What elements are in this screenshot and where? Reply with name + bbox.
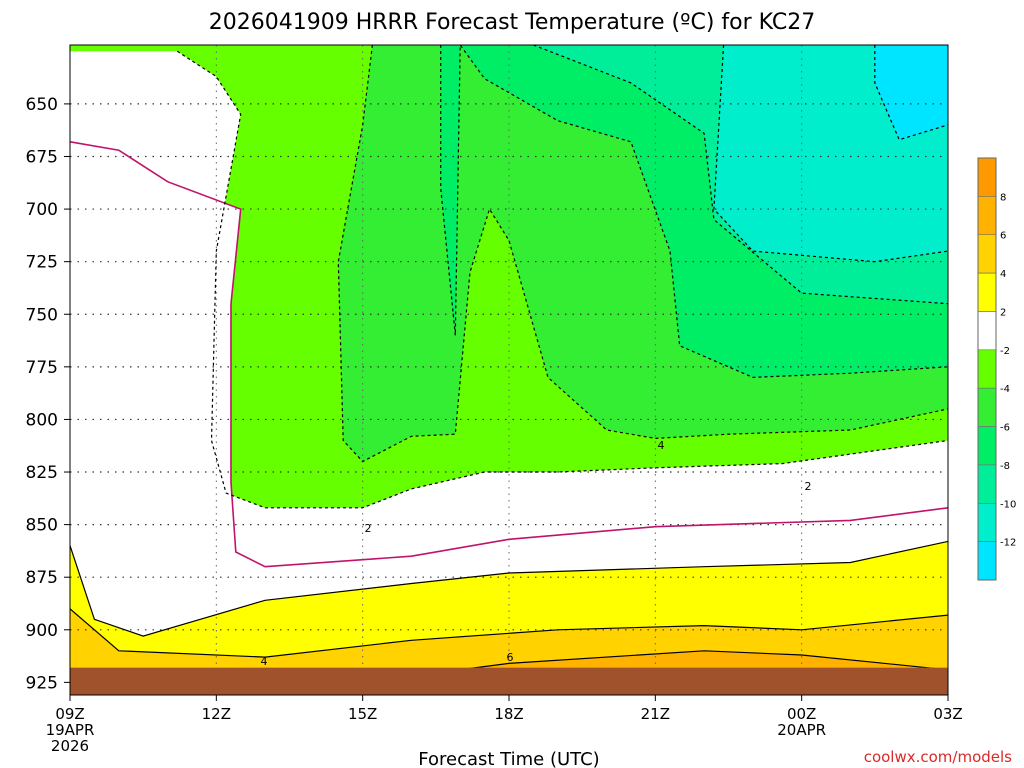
y-tick-label-875: 875: [26, 568, 58, 588]
contour-label-2: 2: [365, 522, 372, 535]
x-tick-label-15-1: 20APR: [777, 721, 826, 739]
contour--12: [874, 45, 948, 141]
x-tick-label-0-2: 2026: [51, 737, 89, 755]
colorbar-band--8: [977, 426, 997, 466]
colorbar-label-7: -8: [1000, 461, 1010, 472]
colorbar-band--14: [977, 541, 997, 581]
colorbar-label-4: -2: [1000, 346, 1010, 357]
y-tick-label-650: 650: [26, 95, 58, 115]
y-tick-label-750: 750: [26, 305, 58, 325]
y-tick-label-775: 775: [26, 358, 58, 378]
contour--10: [713, 45, 948, 263]
colorbar-band-6: [977, 196, 997, 235]
contour-label-minus2: 2: [805, 480, 812, 493]
y-tick-label-825: 825: [26, 463, 58, 483]
colorbar-label-6: -6: [1000, 423, 1010, 434]
colorbar-label-2: 4: [1000, 269, 1006, 280]
colorbar-band--2: [977, 311, 997, 351]
x-tick-label-0-1: 19APR: [46, 721, 95, 739]
colorbar-band-2: [977, 272, 997, 312]
colorbar-band-4: [977, 234, 997, 274]
x-tick-label-15-0: 00Z: [787, 705, 816, 723]
colorbar-label-3: 2: [1000, 307, 1006, 318]
x-tick-label-9-0: 18Z: [494, 705, 523, 723]
contour-label-minus4: 4: [658, 439, 665, 452]
contour-label-4: 4: [261, 655, 268, 668]
y-tick-label-850: 850: [26, 516, 58, 536]
ground-surface: [70, 667, 948, 695]
contour--8: [533, 45, 948, 305]
x-tick-label-3-0: 12Z: [202, 705, 231, 723]
x-tick-label-18-0: 03Z: [933, 705, 962, 723]
chart-title: 2026041909 HRRR Forecast Temperature (ºC…: [209, 10, 816, 35]
y-tick-label-725: 725: [26, 253, 58, 273]
contour-0: [70, 141, 948, 568]
y-tick-label-675: 675: [26, 147, 58, 167]
colorbar-band--4: [977, 349, 997, 389]
x-tick-label-0-0: 09Z: [55, 705, 84, 723]
colorbar-frame: [977, 157, 997, 581]
x-tick-label-6-0: 15Z: [348, 705, 377, 723]
contour--4: [337, 45, 948, 463]
contour-labels: 4 6 2 4 2: [261, 439, 812, 668]
colorbar-label-5: -4: [1000, 384, 1010, 395]
credit-text: coolwx.com/models: [864, 748, 1012, 766]
colorbar-band--10: [977, 464, 997, 504]
colorbar-label-0: 8: [1000, 192, 1006, 203]
colorbar-band--6: [977, 387, 997, 427]
x-tick-label-12-0: 21Z: [641, 705, 670, 723]
plot-area: [70, 45, 948, 695]
y-tick-label-700: 700: [26, 200, 58, 220]
x-axis-label: Forecast Time (UTC): [418, 749, 599, 768]
y-tick-label-900: 900: [26, 621, 58, 641]
colorbar-label-1: 6: [1000, 231, 1006, 242]
y-axis: 650 675 700 725 750 775 800 825 850 875 900 925: [26, 95, 70, 693]
y-tick-label-800: 800: [26, 410, 58, 430]
colorbar-label-8: -10: [1000, 499, 1016, 510]
contour--6: [440, 45, 948, 379]
contour-2: [70, 540, 948, 637]
colorbar-label-9: -12: [1000, 538, 1016, 549]
contour-4: [70, 608, 948, 658]
contour-label-6: 6: [507, 651, 514, 664]
y-tick-label-925: 925: [26, 673, 58, 693]
colorbar-band-8: [977, 157, 997, 197]
colorbar: 8 6 4 2 -2 -4 -6 -8 -10 -12: [977, 157, 1016, 581]
contour--2: [176, 50, 948, 509]
fill-above-0: [70, 141, 948, 695]
colorbar-band--12: [977, 503, 997, 542]
grid-lines: [70, 45, 948, 695]
